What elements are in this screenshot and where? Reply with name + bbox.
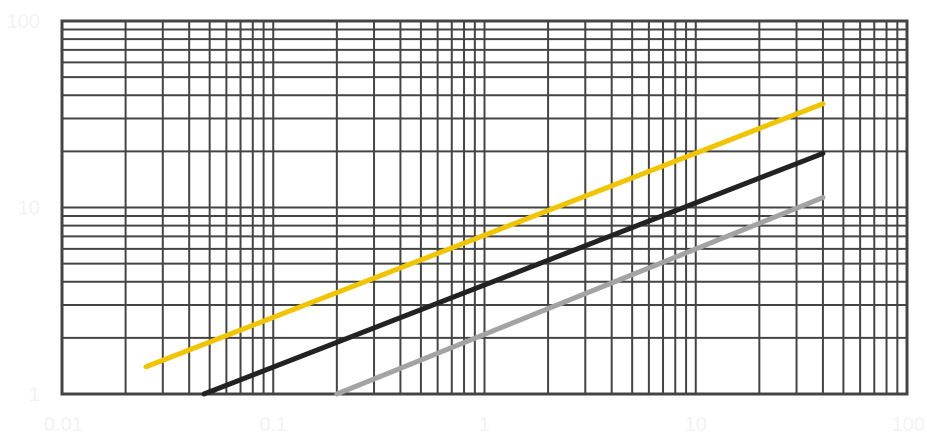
chart-grid: [60, 19, 909, 396]
y-tick-label: 100: [7, 11, 40, 33]
plot-frame: [60, 19, 909, 396]
series-line-1: [143, 101, 826, 370]
x-tick-label: 10: [685, 414, 707, 435]
x-tick-label: 0.01: [44, 414, 83, 435]
chart-tick-labels: 0.01 0.1 1 10 100 1 10 100: [7, 11, 925, 435]
chart-series: [143, 101, 826, 397]
series-line-3: [334, 195, 826, 397]
y-tick-label: 10: [18, 198, 40, 220]
y-tick-label: 1: [29, 384, 40, 406]
x-tick-label: 100: [892, 414, 925, 435]
x-tick-label: 1: [479, 414, 490, 435]
x-tick-label: 0.1: [259, 414, 287, 435]
series-line-2: [201, 150, 826, 397]
